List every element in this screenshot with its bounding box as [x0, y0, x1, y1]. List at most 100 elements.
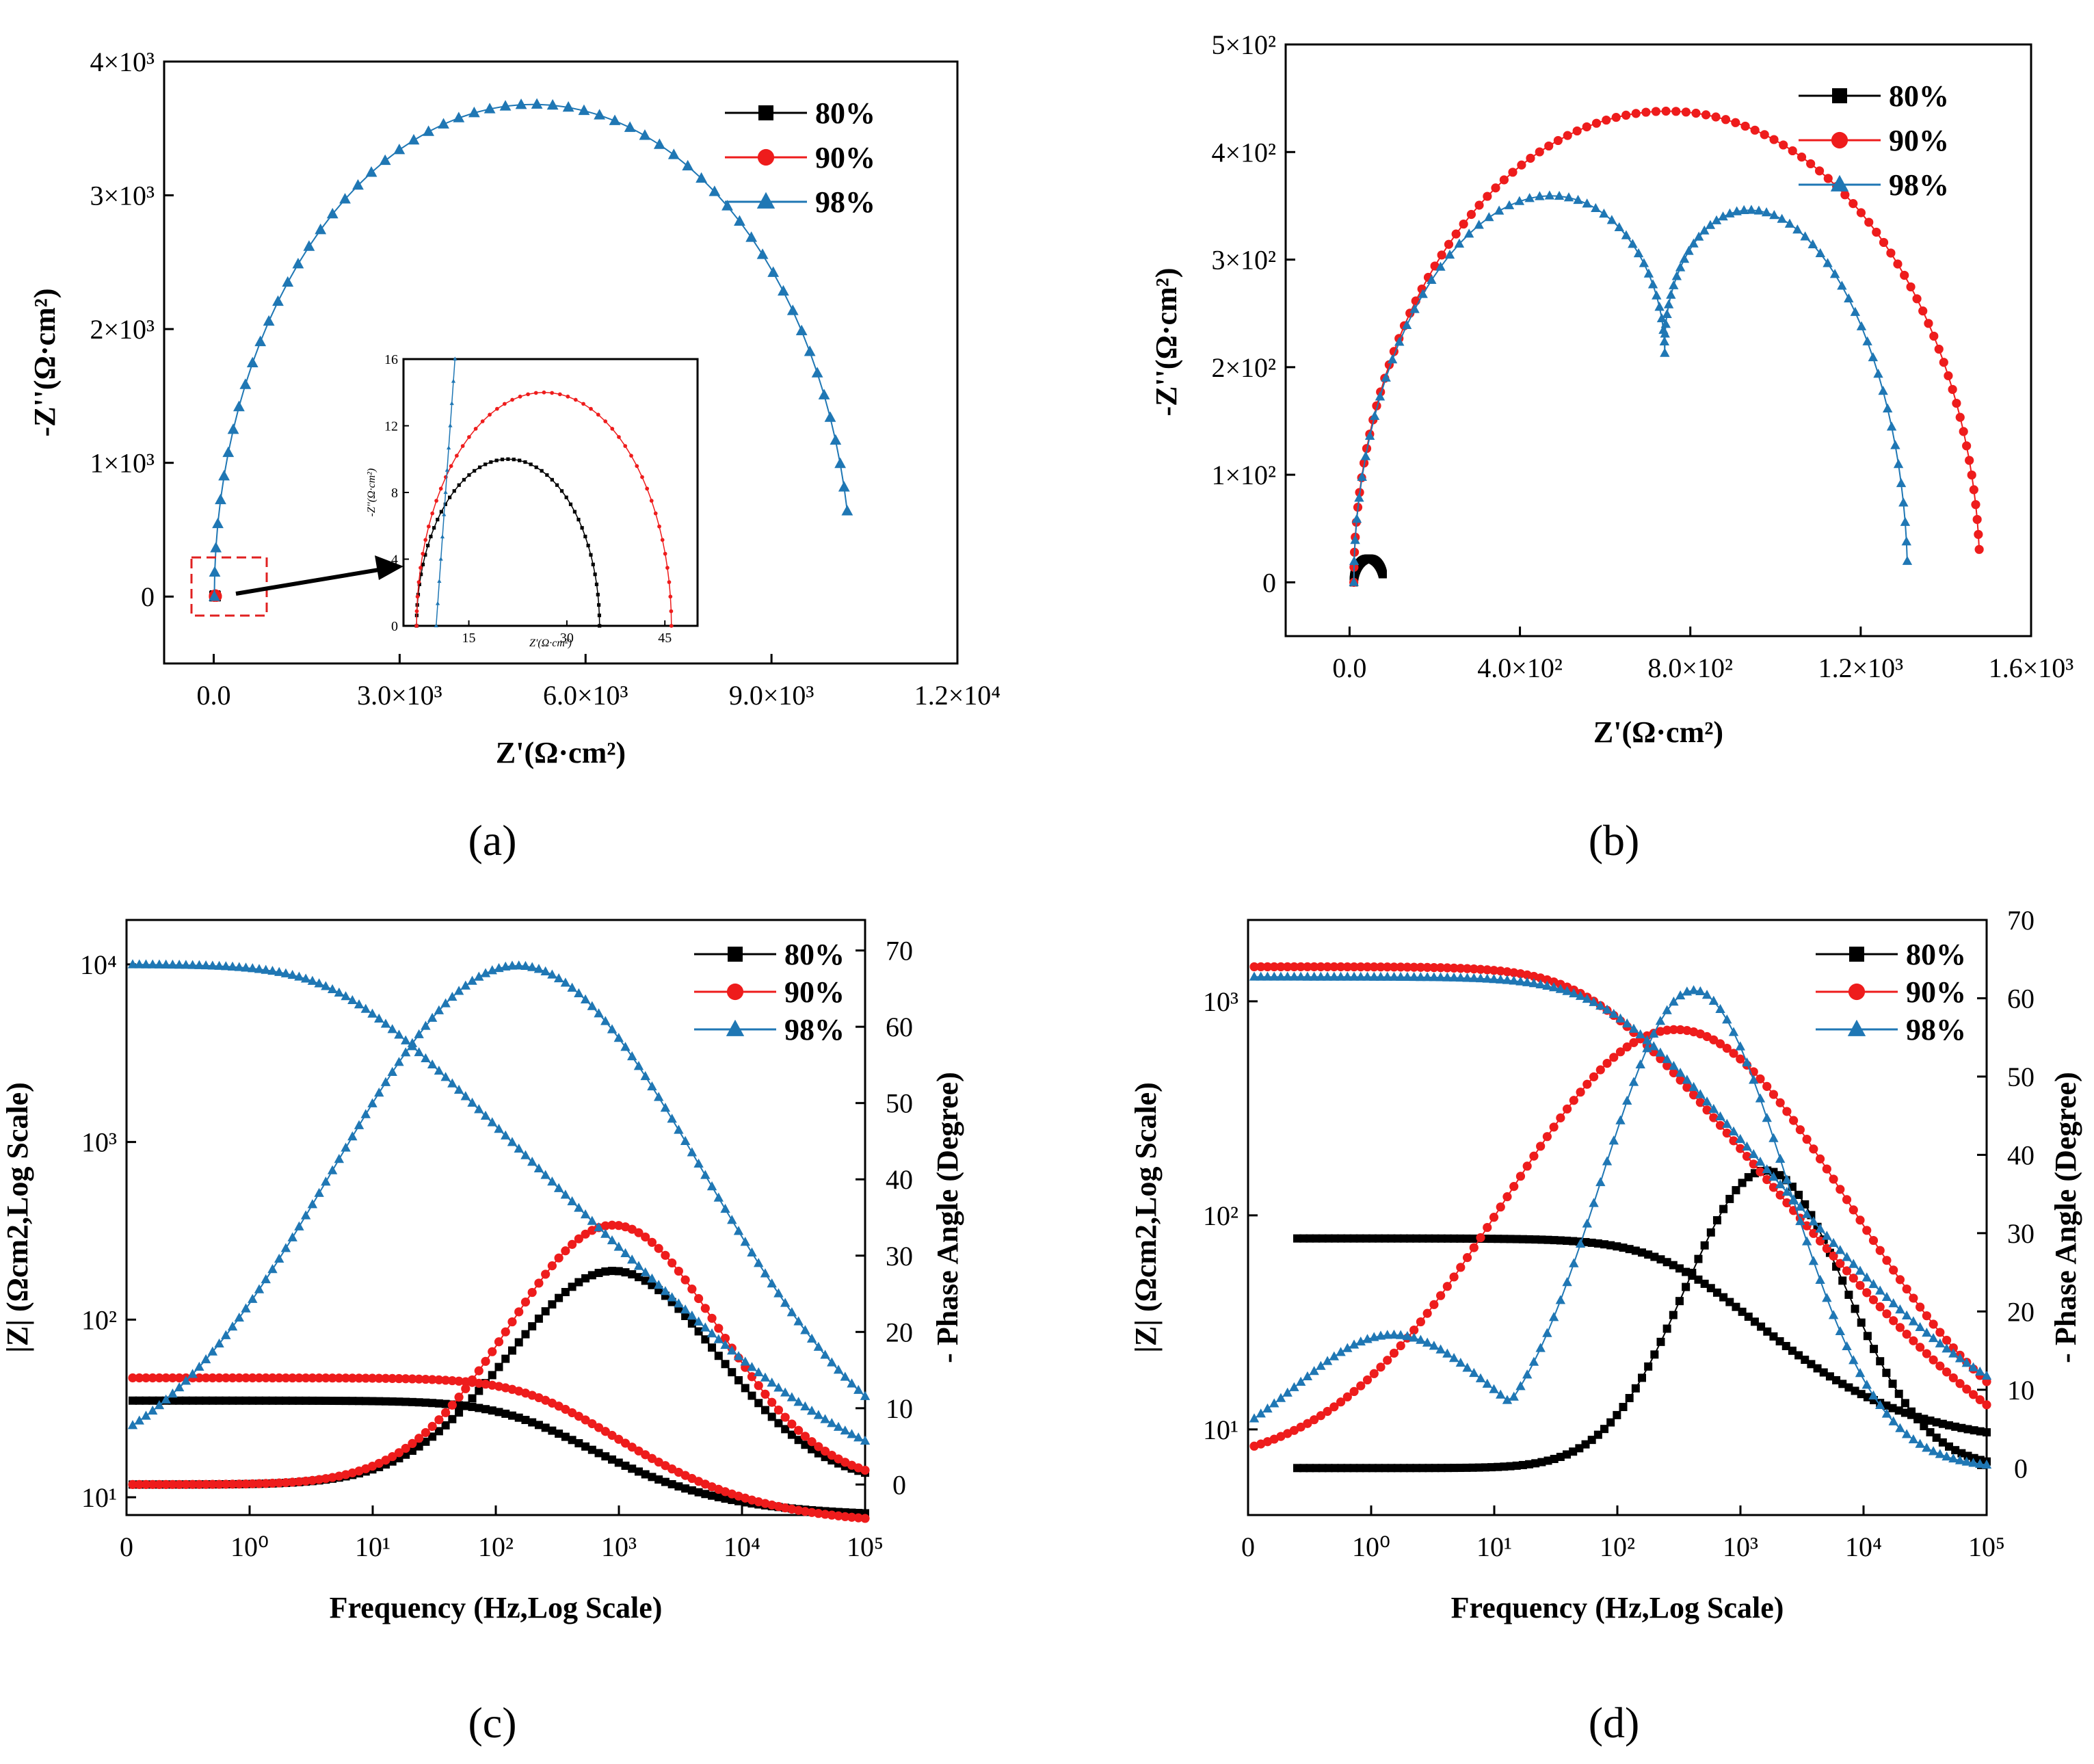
c-phase-point-2-73 [613, 1033, 624, 1042]
ai-point-0-7 [423, 553, 427, 557]
c-y2tick-label-6: 60 [886, 1012, 913, 1042]
d-phase-point-0-18 [1405, 1464, 1414, 1473]
c-modulus-point-2-102 [806, 1406, 817, 1415]
c-phase-point-1-0 [128, 1479, 137, 1489]
b-point-2-28 [1544, 190, 1555, 200]
d-phase-point-2-3 [1269, 1398, 1280, 1408]
d-modulus-point-1-67 [1695, 1098, 1705, 1107]
d-phase-point-0-43 [1563, 1450, 1572, 1459]
c-modulus-point-0-35 [361, 1397, 370, 1406]
b-point-2-83 [1856, 321, 1867, 330]
d-phase-point-1-14 [1342, 1392, 1352, 1401]
d-phase-point-1-53 [1602, 1059, 1612, 1068]
d-modulus-point-2-110 [1981, 1370, 1992, 1380]
d-y2tick-label-6: 60 [2007, 983, 2035, 1014]
d-legend-label-1: 90% [1906, 975, 1966, 1009]
c-phase-point-1-14 [221, 1479, 230, 1489]
c-modulus-point-2-105 [827, 1418, 837, 1427]
c-phase-point-1-4 [155, 1479, 164, 1489]
c-phase-point-2-37 [374, 1087, 384, 1097]
d-modulus-point-1-6 [1289, 962, 1299, 972]
b-point-1-38 [1553, 135, 1563, 146]
b-point-2-4 [1354, 492, 1364, 502]
c-phase-point-1-6 [168, 1479, 178, 1489]
d-phase-point-1-44 [1542, 1132, 1552, 1142]
d-modulus-point-2-109 [1975, 1366, 1985, 1376]
panel-b-xlabel: Z'(Ω·cm²) [1593, 715, 1723, 749]
a-legend-label-2: 98% [815, 185, 875, 219]
c-modulus-point-1-33 [347, 1373, 357, 1383]
b-point-1-68 [1840, 190, 1850, 200]
d-modulus-point-2-105 [1948, 1348, 1959, 1358]
a-point-2-53 [804, 345, 816, 356]
d-modulus-point-2-107 [1961, 1358, 1972, 1367]
b-point-1-42 [1591, 118, 1602, 128]
d-modulus-point-1-78 [1768, 1183, 1779, 1192]
b-point-1-93 [1971, 500, 1980, 510]
b-point-2-64 [1718, 211, 1728, 221]
a-legend-marker-0 [758, 105, 773, 120]
d-phase-point-0-26 [1456, 1464, 1465, 1473]
d-modulus-point-2-103 [1935, 1338, 1946, 1347]
b-point-2-62 [1705, 220, 1716, 229]
c-phase-point-2-91 [733, 1226, 744, 1235]
d-phase-point-1-63 [1669, 1025, 1678, 1034]
d-modulus-point-0-4 [1318, 1234, 1327, 1243]
ai-point-1-30 [581, 401, 585, 406]
b-point-1-31 [1491, 183, 1500, 193]
d-phase-point-2-104 [1941, 1451, 1952, 1461]
d-legend-label-0: 80% [1906, 938, 1966, 971]
b-point-2-37 [1621, 230, 1632, 239]
c-phase-point-2-23 [280, 1243, 291, 1252]
d-modulus-point-1-106 [1955, 1379, 1965, 1388]
d-phase-point-2-33 [1469, 1367, 1479, 1378]
d-phase-point-0-62 [1682, 1282, 1691, 1291]
d-modulus-point-2-44 [1542, 980, 1552, 990]
d-modulus-point-1-72 [1729, 1136, 1738, 1146]
c-phase-point-2-79 [653, 1092, 664, 1101]
d-modulus-point-1-37 [1496, 966, 1505, 976]
b-ytick-label-0: 0 [1262, 567, 1276, 598]
d-modulus-point-2-82 [1795, 1201, 1805, 1211]
d-modulus-point-0-32 [1494, 1235, 1502, 1243]
d-phase-point-1-26 [1422, 1308, 1432, 1318]
c-modulus-point-0-41 [401, 1397, 410, 1406]
c-phase-point-2-40 [394, 1057, 404, 1066]
d-modulus-point-2-91 [1855, 1265, 1866, 1275]
b-point-1-88 [1959, 427, 1968, 436]
c-modulus-point-2-37 [374, 1013, 384, 1023]
c-phase-point-2-82 [674, 1124, 684, 1134]
c-modulus-point-2-28 [314, 978, 324, 988]
c-modulus-point-2-88 [713, 1334, 724, 1343]
b-point-1-86 [1952, 399, 1961, 408]
d-modulus-point-1-79 [1775, 1190, 1785, 1200]
c-modulus-point-2-20 [261, 964, 271, 974]
c-phase-point-1-29 [321, 1474, 330, 1484]
d-modulus-point-2-80 [1781, 1187, 1792, 1196]
c-phase-point-2-10 [194, 1361, 204, 1371]
c-phase-point-1-40 [394, 1448, 404, 1458]
c-phase-point-0-88 [714, 1352, 723, 1360]
d-modulus-point-0-33 [1500, 1235, 1509, 1243]
d-phase-point-1-103 [1935, 1328, 1945, 1337]
d-modulus-point-2-31 [1455, 972, 1466, 982]
c-phase-point-0-86 [701, 1335, 710, 1344]
c-modulus-point-1-24 [288, 1373, 297, 1383]
b-point-1-26 [1451, 229, 1461, 239]
b-point-1-33 [1508, 168, 1518, 177]
c-legend-marker-2 [726, 1019, 745, 1036]
c-modulus-point-2-17 [241, 962, 251, 972]
d-phase-point-0-24 [1443, 1464, 1452, 1473]
ai-point-0-21 [483, 462, 488, 466]
d-phase-point-0-97 [1900, 1399, 1909, 1408]
d-phase-point-2-2 [1262, 1403, 1273, 1413]
d-modulus-point-0-76 [1769, 1332, 1778, 1341]
c-phase-point-0-51 [468, 1394, 477, 1403]
c-modulus-point-2-85 [693, 1316, 704, 1326]
b-point-2-16 [1427, 274, 1437, 285]
d-phase-point-0-53 [1625, 1394, 1634, 1403]
ai-point-0-27 [518, 458, 522, 462]
ai-point-0-34 [555, 483, 559, 487]
c-phase-point-2-17 [241, 1303, 251, 1313]
d-phase-point-2-21 [1389, 1329, 1399, 1339]
